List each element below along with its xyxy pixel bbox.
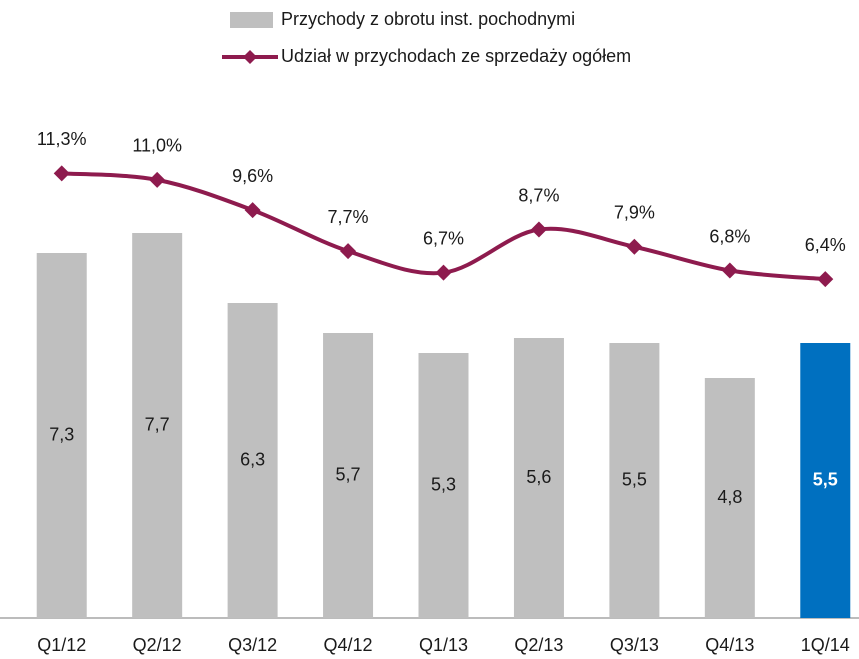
bar xyxy=(36,253,87,618)
line-value-label: 11,3% xyxy=(37,129,87,149)
bar-value-label: 5,6 xyxy=(526,467,551,487)
x-tick-label: Q1/13 xyxy=(419,635,468,655)
bar-value-label: 7,3 xyxy=(49,424,74,444)
bar xyxy=(132,233,183,618)
line-marker xyxy=(149,171,166,188)
x-tick-label: Q3/12 xyxy=(228,635,277,655)
line-value-label: 6,8% xyxy=(709,226,750,246)
line-marker xyxy=(626,238,643,255)
line-marker xyxy=(244,202,261,219)
legend-marker xyxy=(243,50,257,64)
line-value-label: 8,7% xyxy=(518,185,559,205)
line-marker xyxy=(435,264,452,281)
bar xyxy=(609,343,660,618)
x-tick-label: Q3/13 xyxy=(610,635,659,655)
legend-swatch xyxy=(230,12,273,28)
bar xyxy=(704,378,755,618)
bar xyxy=(323,333,374,618)
line-marker xyxy=(530,221,547,238)
bar xyxy=(227,303,278,618)
bar xyxy=(418,353,469,618)
bar-value-label: 5,5 xyxy=(622,469,647,489)
line-marker xyxy=(817,271,834,288)
bar-value-label: 7,7 xyxy=(145,414,170,434)
line-value-label: 6,4% xyxy=(805,235,846,255)
line-value-label: 11,0% xyxy=(132,136,182,156)
line-marker xyxy=(721,262,738,279)
line-value-label: 6,7% xyxy=(423,228,464,248)
line-value-label: 9,6% xyxy=(232,166,273,186)
legend-label: Przychody z obrotu inst. pochodnymi xyxy=(281,9,575,29)
bar-value-label: 4,8 xyxy=(717,487,742,507)
bar xyxy=(800,343,851,618)
line-marker xyxy=(340,243,357,260)
legend-label: Udział w przychodach ze sprzedaży ogółem xyxy=(281,46,631,66)
x-tick-label: Q1/12 xyxy=(37,635,86,655)
bar-value-label: 5,5 xyxy=(813,469,838,489)
x-tick-label: 1Q/14 xyxy=(801,635,850,655)
x-tick-label: Q4/12 xyxy=(324,635,373,655)
x-tick-label: Q2/13 xyxy=(514,635,563,655)
line-value-label: 7,9% xyxy=(614,203,655,223)
line-value-label: 7,7% xyxy=(328,207,369,227)
x-tick-label: Q2/12 xyxy=(133,635,182,655)
bar-value-label: 5,7 xyxy=(336,464,361,484)
bar-value-label: 6,3 xyxy=(240,449,265,469)
bar-value-label: 5,3 xyxy=(431,474,456,494)
line-marker xyxy=(53,165,70,182)
x-tick-label: Q4/13 xyxy=(705,635,754,655)
bar xyxy=(513,338,564,618)
